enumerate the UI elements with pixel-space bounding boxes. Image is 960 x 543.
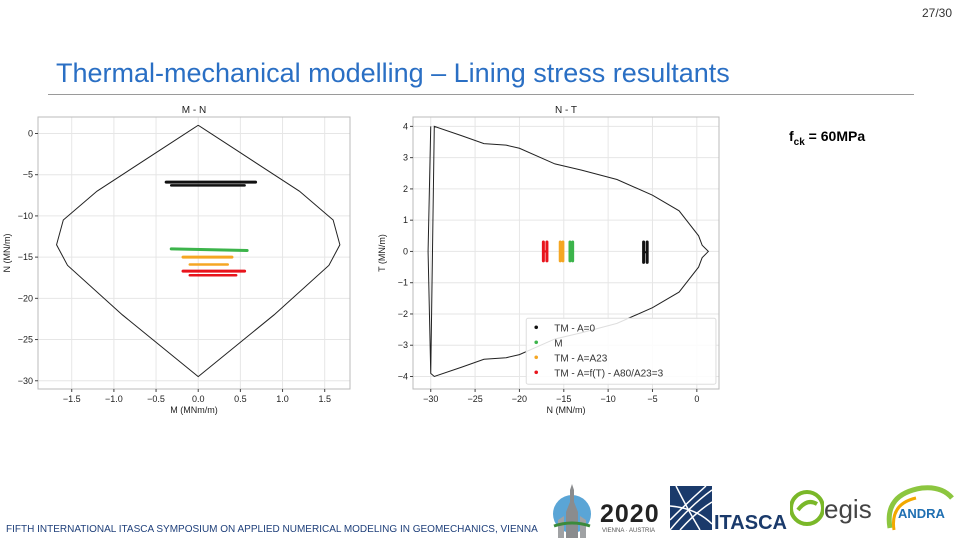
nt-ylabel: T (MN/m)	[377, 234, 387, 272]
mn-xtick-label: 1.5	[318, 394, 331, 404]
mn-envelope	[56, 124, 341, 378]
chart-m-n: −1.5 −1.0 −0.5 0.0 0.5 1.0 1.5 0 −5 −10 −15 −20 −25 −…	[2, 105, 351, 415]
nt-ytick-label: 0	[403, 246, 408, 256]
nt-legend-marker	[534, 370, 539, 375]
mn-ytick-label: −15	[18, 252, 33, 262]
nt-xtick-label: −15	[556, 394, 571, 404]
mn-ytick-label: −5	[23, 170, 33, 180]
mn-ytick-label: −10	[18, 211, 33, 221]
nt-xtick-label: 0	[694, 394, 699, 404]
egis-leaf-icon	[790, 490, 824, 526]
nt-xtick-label: −5	[647, 394, 657, 404]
mn-ytick-label: −30	[18, 376, 33, 386]
nt-xtick-label: −10	[600, 394, 615, 404]
nt-ytick-label: 4	[403, 121, 408, 131]
nt-legend-label: M	[554, 338, 562, 349]
nt-ytick-label: 2	[403, 184, 408, 194]
concrete-strength-label: fck = 60MPa	[789, 128, 865, 148]
mn-xtick-label: 0.0	[192, 394, 205, 404]
mn-xtick-label: 1.0	[276, 394, 289, 404]
nt-envelope	[427, 125, 710, 378]
mn-title: M - N	[182, 105, 206, 116]
andra-swoosh-icon	[886, 485, 954, 531]
mn-xlabel: M (MNm/m)	[170, 405, 217, 415]
title-underline	[48, 94, 914, 95]
nt-xtick-label: −25	[467, 394, 482, 404]
symposium-city: VIENNA · AUSTRIA	[602, 528, 656, 534]
mn-xtick-label: −1.0	[105, 394, 123, 404]
egis-wordmark: egis	[824, 494, 872, 524]
nt-ytick-label: −1	[398, 278, 408, 288]
nt-xtick-label: −30	[423, 394, 438, 404]
nt-legend-label: TM - A=0	[554, 323, 595, 334]
fck-subscript: ck	[793, 136, 805, 148]
mn-ylabel: N (MN/m)	[2, 234, 12, 273]
nt-frame	[412, 116, 720, 390]
andra-wordmark: ANDRA	[898, 506, 945, 521]
itasca-logo: ITASCA	[670, 486, 787, 534]
nt-ytick-label: −4	[398, 371, 408, 381]
chart-n-t: −30 −25 −20 −15 −10 −5 0 4 3 2 1 0 −1 −2 −3 −4 N - T N (M…	[377, 105, 720, 415]
nt-legend-label: TM - A=f(T) - A80/A23=3	[554, 368, 663, 379]
nt-xlabel: N (MN/m)	[547, 405, 586, 415]
nt-ytick-label: 1	[403, 215, 408, 225]
mn-ytick-label: −20	[18, 293, 33, 303]
symposium-logo: 2020 VIENNA · AUSTRIA	[552, 482, 667, 538]
nt-legend-marker	[534, 355, 539, 360]
mn-frame	[37, 116, 351, 390]
nt-legend-label: TM - A=A23	[554, 353, 608, 364]
page-number: 27/30	[921, 6, 952, 20]
mn-xtick-label: −0.5	[147, 394, 165, 404]
fck-symbol: f	[789, 128, 794, 144]
mn-series-green	[169, 247, 249, 253]
nt-legend-marker	[534, 325, 539, 330]
footer-text: FIFTH INTERNATIONAL ITASCA SYMPOSIUM ON …	[6, 524, 538, 535]
itasca-grid-icon	[670, 486, 712, 530]
mn-xtick-label: 0.5	[234, 394, 247, 404]
slide-title: Thermal-mechanical modelling – Lining st…	[56, 58, 730, 88]
mn-xtick-label: −1.5	[63, 394, 81, 404]
mn-ytick-label: −25	[18, 335, 33, 345]
cathedral-icon	[553, 484, 591, 538]
nt-xtick-label: −20	[512, 394, 527, 404]
mn-ytick-label: 0	[28, 128, 33, 138]
nt-ytick-label: −3	[398, 340, 408, 350]
nt-ytick-label: −2	[398, 309, 408, 319]
fck-value: = 60MPa	[804, 128, 866, 144]
nt-legend-marker	[534, 340, 539, 345]
nt-legend-box	[525, 317, 717, 385]
symposium-year: 2020	[600, 500, 660, 528]
nt-title: N - T	[555, 105, 577, 116]
nt-ytick-label: 3	[403, 153, 408, 163]
andra-logo: ANDRA	[882, 484, 956, 536]
egis-logo: egis	[790, 490, 874, 530]
itasca-wordmark: ITASCA	[714, 512, 787, 534]
